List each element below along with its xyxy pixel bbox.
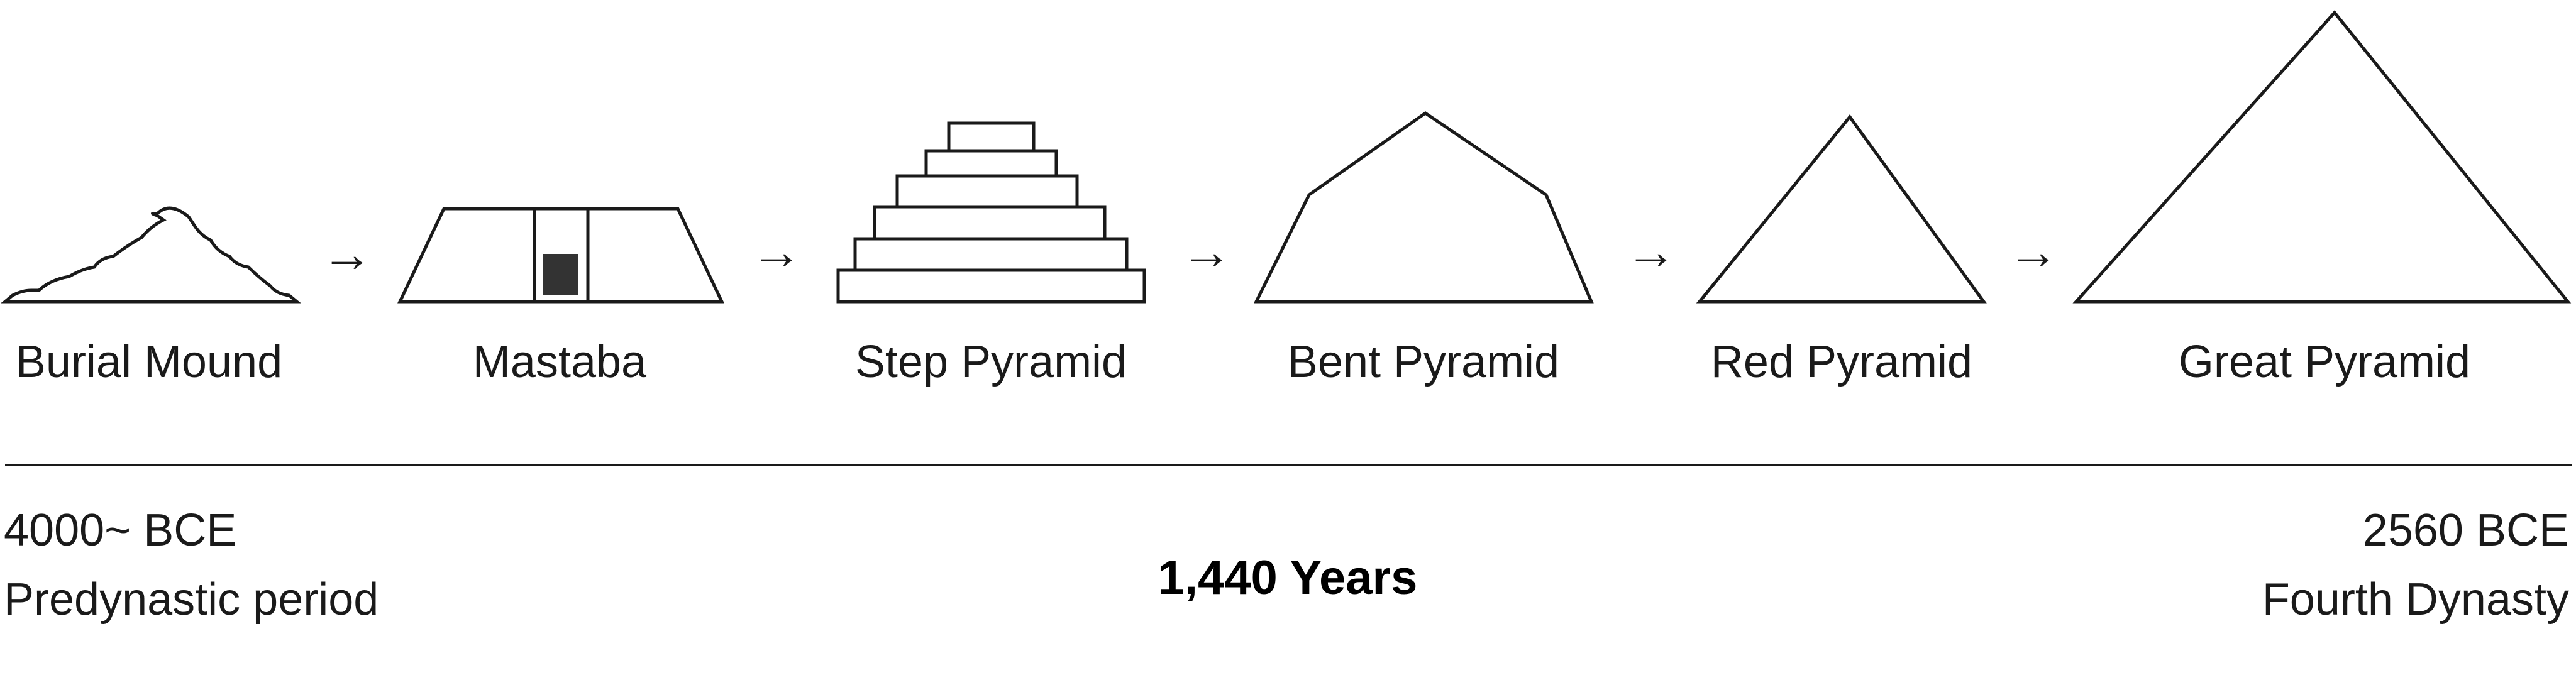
end-date: 2560 BCE xyxy=(2363,505,2569,556)
stage-label-bent-pyramid: Bent Pyramid xyxy=(1288,337,1559,387)
stage-label-mastaba: Mastaba xyxy=(473,337,647,387)
bent-pyramid-shape xyxy=(1253,111,1594,304)
arrow-3: → xyxy=(1181,223,1232,280)
arrow-5: → xyxy=(2008,223,2059,280)
end-period: Fourth Dynasty xyxy=(2262,574,2569,625)
step-pyramid-shape xyxy=(836,121,1146,304)
mastaba-door xyxy=(543,254,578,295)
stage-label-step-pyramid: Step Pyramid xyxy=(855,337,1127,387)
start-period: Predynastic period xyxy=(4,574,379,625)
arrow-2: → xyxy=(751,223,802,280)
stage-label-burial-mound: Burial Mound xyxy=(16,337,282,387)
start-date: 4000~ BCE xyxy=(4,505,236,556)
mastaba-shape xyxy=(397,207,724,304)
great-pyramid-shape xyxy=(2072,10,2572,304)
stage-label-great-pyramid: Great Pyramid xyxy=(2179,337,2470,387)
red-pyramid-shape xyxy=(1696,114,1987,304)
arrow-1: → xyxy=(321,226,373,283)
burial-mound-shape xyxy=(1,206,301,304)
duration-label: 1,440 Years xyxy=(1158,551,1418,605)
stage-label-red-pyramid: Red Pyramid xyxy=(1711,337,1972,387)
arrow-4: → xyxy=(1625,223,1677,280)
